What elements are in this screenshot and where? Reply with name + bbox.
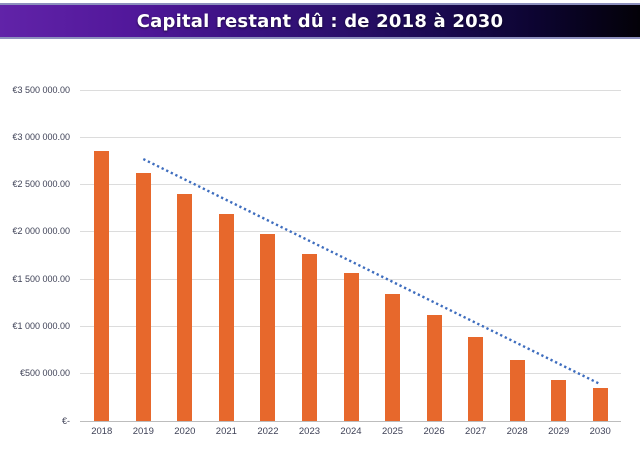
gridline bbox=[80, 136, 621, 138]
y-axis-tick-label: €2 000 000.00 bbox=[12, 226, 70, 237]
x-axis-tick-label: 2026 bbox=[423, 426, 445, 437]
bar-2030 bbox=[592, 387, 608, 421]
bar-2023 bbox=[301, 253, 317, 421]
y-axis-tick-label: €3 500 000.00 bbox=[12, 84, 70, 95]
bar-2028 bbox=[509, 359, 525, 421]
gridline bbox=[80, 184, 621, 186]
bar-2018 bbox=[94, 150, 110, 421]
x-axis-tick-label: 2029 bbox=[548, 426, 570, 437]
y-axis-tick-label: €1 500 000.00 bbox=[12, 273, 70, 284]
x-axis-tick-label: 2023 bbox=[298, 426, 321, 437]
chart-title: Capital restant dû : de 2018 à 2030 bbox=[136, 10, 504, 32]
bar-2022 bbox=[260, 234, 276, 421]
x-axis-line bbox=[80, 420, 621, 422]
x-axis-tick-label: 2025 bbox=[381, 426, 404, 437]
y-axis-tick-label: €1 000 000.00 bbox=[12, 320, 70, 331]
y-axis-tick-label: €500 000.00 bbox=[19, 368, 70, 379]
bar-2026 bbox=[426, 315, 442, 421]
bar-2019 bbox=[135, 172, 151, 421]
y-axis-tick-label: €3 000 000.00 bbox=[12, 131, 70, 142]
bar-2021 bbox=[218, 214, 234, 421]
x-axis-tick-label: 2021 bbox=[215, 426, 237, 437]
x-axis-tick-label: 2022 bbox=[257, 426, 279, 437]
gridline bbox=[80, 231, 621, 233]
x-axis-tick-label: 2027 bbox=[465, 426, 487, 437]
trendline bbox=[142, 157, 601, 386]
x-axis-tick-label: 2019 bbox=[132, 426, 154, 437]
y-axis-tick-label: €- bbox=[61, 415, 70, 426]
chart-title-banner: Capital restant dû : de 2018 à 2030 bbox=[0, 3, 640, 39]
y-axis-tick-label: €2 500 000.00 bbox=[12, 179, 70, 190]
x-axis-tick-label: 2020 bbox=[174, 426, 196, 437]
bar-2024 bbox=[343, 273, 359, 421]
bar-2020 bbox=[177, 194, 193, 421]
x-axis-tick-label: 2024 bbox=[340, 426, 362, 437]
gridline bbox=[80, 89, 621, 91]
x-axis-tick-label: 2018 bbox=[91, 426, 113, 437]
x-axis-tick-label: 2028 bbox=[506, 426, 528, 437]
x-axis-tick-label: 2030 bbox=[589, 426, 611, 437]
bar-2025 bbox=[385, 293, 401, 421]
bar-2029 bbox=[551, 380, 567, 421]
bar-2027 bbox=[468, 336, 484, 421]
